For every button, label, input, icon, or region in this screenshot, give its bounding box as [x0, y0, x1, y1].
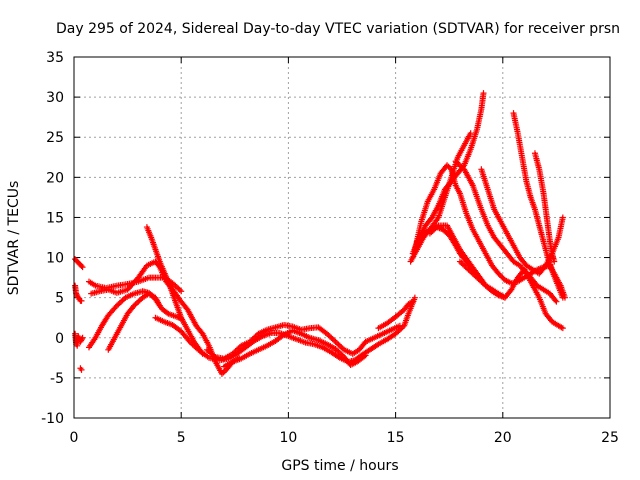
x-axis-label: GPS time / hours	[281, 458, 398, 474]
data-point	[541, 263, 548, 270]
series-track-d	[77, 365, 85, 373]
y-tick-label: 35	[46, 50, 64, 66]
data-point	[411, 294, 418, 301]
y-tick-label: 10	[46, 251, 64, 267]
x-tick-label: 5	[177, 430, 186, 446]
data-point	[427, 215, 434, 222]
y-tick-label: -5	[50, 371, 64, 387]
y-tick-label: 20	[46, 170, 64, 186]
y-tick-labels: -10 -5 0 5 10 15 20 25 30 35	[41, 50, 64, 427]
series-track-r	[426, 222, 508, 301]
series-track-w	[531, 150, 558, 265]
data-point	[559, 214, 566, 221]
data-point	[79, 334, 86, 341]
data-point	[78, 336, 85, 343]
data-points	[72, 90, 568, 377]
data-point	[553, 298, 560, 305]
y-tick-label: 15	[46, 210, 64, 226]
x-tick-label: 20	[494, 430, 512, 446]
data-point	[198, 329, 205, 336]
data-point	[409, 298, 416, 305]
y-tick-label: 30	[46, 90, 64, 106]
x-tick-label: 15	[387, 430, 405, 446]
data-point	[362, 352, 369, 359]
data-point	[112, 304, 119, 311]
chart-title: Day 295 of 2024, Sidereal Day-to-day VTE…	[56, 21, 620, 37]
data-point	[78, 366, 85, 373]
data-point	[156, 302, 163, 309]
data-point	[78, 262, 85, 269]
data-point	[561, 294, 568, 301]
series-track-l	[221, 327, 369, 370]
y-tick-label: 5	[55, 291, 64, 307]
plot-frame	[73, 56, 611, 419]
data-point	[480, 90, 487, 97]
data-point	[78, 297, 85, 304]
data-point	[501, 294, 508, 301]
y-tick-label: 25	[46, 130, 64, 146]
data-point	[552, 297, 559, 304]
y-tick-label: -10	[41, 411, 64, 427]
x-tick-label: 10	[279, 430, 297, 446]
y-axis-label: SDTVAR / TECUs	[6, 181, 22, 296]
x-tick-label: 0	[70, 430, 79, 446]
data-point	[507, 287, 514, 294]
data-point	[467, 130, 474, 137]
x-tick-labels: 0 5 10 15 20 25	[70, 430, 619, 446]
series-track-m	[375, 298, 416, 332]
data-point	[559, 325, 566, 332]
series-track-u	[456, 258, 502, 299]
data-point	[522, 269, 529, 276]
axis-ticks	[73, 56, 611, 419]
data-point	[178, 288, 185, 295]
data-point	[551, 258, 558, 265]
series-track-c	[72, 256, 86, 271]
grid-lines	[74, 57, 610, 418]
series-track-s	[452, 158, 566, 332]
series-track-v	[510, 110, 568, 301]
y-tick-label: 0	[55, 331, 64, 347]
data-point	[396, 322, 403, 329]
data-point	[495, 292, 502, 299]
x-tick-label: 25	[601, 430, 619, 446]
data-point	[164, 309, 171, 316]
series-track-h	[105, 290, 163, 353]
data-point	[79, 264, 86, 271]
